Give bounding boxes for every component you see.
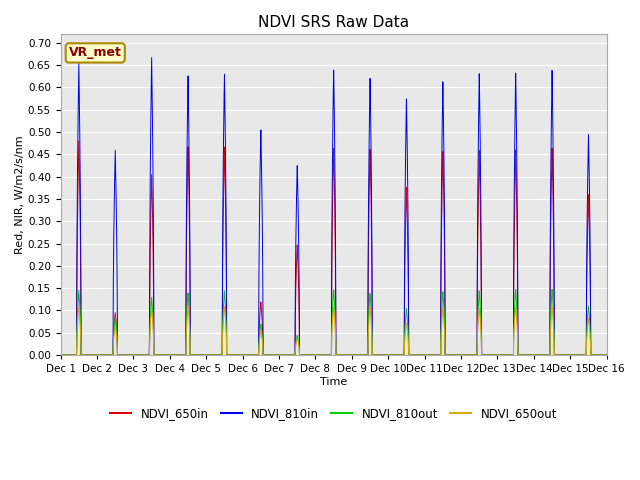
NDVI_810in: [574, 352, 582, 358]
NDVI_650out: [57, 352, 65, 358]
NDVI_650out: [122, 352, 130, 358]
Line: NDVI_650out: NDVI_650out: [61, 306, 607, 355]
NDVI_810out: [550, 321, 557, 326]
NDVI_810in: [399, 352, 406, 358]
NDVI_810out: [57, 352, 65, 358]
NDVI_810out: [122, 352, 130, 358]
Legend: NDVI_650in, NDVI_810in, NDVI_810out, NDVI_650out: NDVI_650in, NDVI_810in, NDVI_810out, NDV…: [106, 403, 562, 425]
NDVI_650out: [75, 303, 83, 309]
NDVI_810out: [399, 352, 406, 358]
NDVI_810in: [266, 352, 274, 358]
X-axis label: Time: Time: [320, 377, 348, 387]
NDVI_650out: [574, 352, 582, 358]
NDVI_810in: [57, 352, 65, 358]
NDVI_810out: [603, 352, 611, 358]
NDVI_810in: [603, 352, 611, 358]
NDVI_650out: [552, 352, 560, 358]
NDVI_810out: [548, 286, 556, 292]
NDVI_810in: [550, 216, 557, 222]
NDVI_810out: [266, 352, 273, 358]
NDVI_650in: [122, 352, 130, 358]
NDVI_650in: [75, 138, 83, 144]
Y-axis label: Red, NIR, W/m2/s/nm: Red, NIR, W/m2/s/nm: [15, 135, 25, 254]
NDVI_650in: [550, 253, 557, 259]
NDVI_650in: [399, 352, 406, 358]
NDVI_650out: [399, 352, 406, 358]
NDVI_810out: [574, 352, 582, 358]
NDVI_810in: [148, 55, 156, 60]
Text: VR_met: VR_met: [69, 47, 122, 60]
NDVI_810in: [552, 352, 560, 358]
NDVI_650in: [266, 352, 274, 358]
NDVI_810out: [552, 352, 560, 358]
NDVI_650in: [552, 352, 560, 358]
NDVI_650in: [603, 352, 611, 358]
NDVI_650out: [266, 352, 274, 358]
NDVI_650in: [574, 352, 582, 358]
Line: NDVI_810out: NDVI_810out: [61, 289, 607, 355]
Line: NDVI_810in: NDVI_810in: [61, 58, 607, 355]
NDVI_810in: [122, 352, 130, 358]
Line: NDVI_650in: NDVI_650in: [61, 141, 607, 355]
Title: NDVI SRS Raw Data: NDVI SRS Raw Data: [258, 15, 409, 30]
NDVI_650out: [550, 329, 557, 335]
NDVI_650in: [57, 352, 65, 358]
NDVI_650out: [603, 352, 611, 358]
